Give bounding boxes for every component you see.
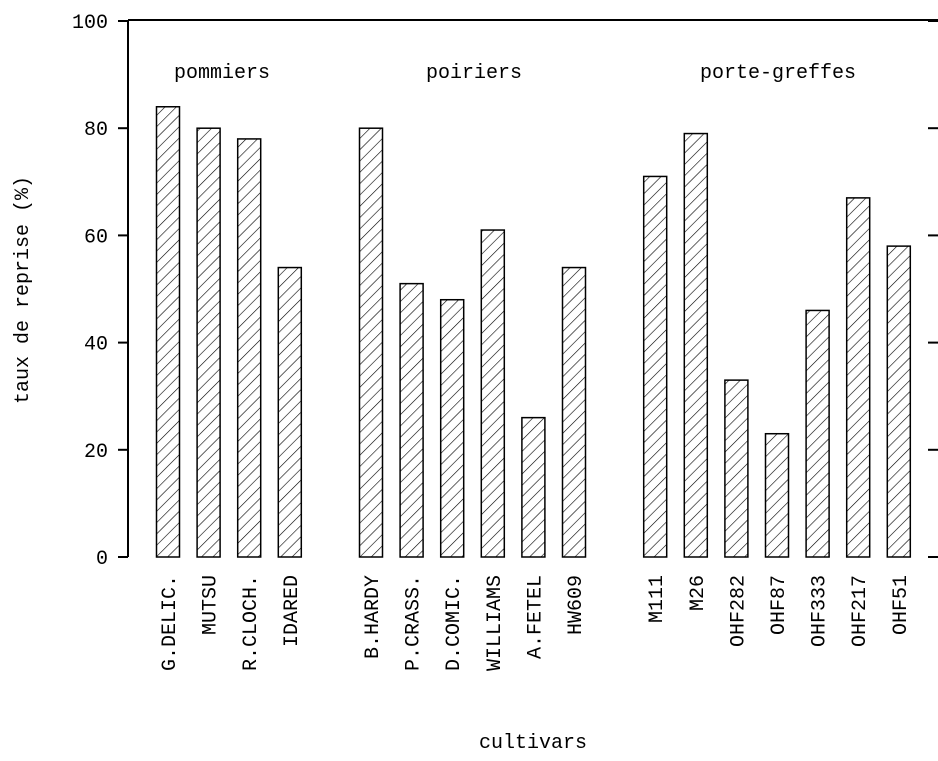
bar — [236, 138, 262, 558]
x-tick-label: OHF282 — [727, 575, 750, 647]
x-tick-label: P.CRASS. — [403, 575, 426, 671]
group-label: poiriers — [426, 62, 522, 85]
x-tick-label: B.HARDY — [362, 575, 385, 659]
bar — [439, 298, 465, 558]
bar — [561, 266, 587, 558]
bar — [399, 282, 424, 558]
x-tick-label: G.DELIC. — [159, 575, 182, 671]
x-tick-label: OHF333 — [809, 575, 832, 647]
y-tick-label: 40 — [84, 334, 108, 357]
bar — [521, 416, 546, 558]
group-label: pommiers — [174, 62, 270, 85]
bar — [683, 132, 709, 558]
bar — [196, 127, 221, 558]
x-tick-label: HW609 — [565, 575, 588, 635]
bar — [358, 127, 384, 558]
bar — [886, 245, 912, 558]
bar — [845, 197, 871, 558]
x-tick-label: OHF51 — [890, 575, 913, 635]
x-tick-label: IDARED — [281, 575, 304, 647]
x-tick-label: WILLIAMS — [484, 575, 507, 671]
x-tick-label: A.FETEL — [524, 575, 547, 659]
bar — [805, 309, 830, 558]
x-tick-label: M26 — [687, 575, 710, 611]
y-tick-label: 20 — [84, 441, 108, 464]
bar — [642, 175, 668, 558]
x-axis-label: cultivars — [479, 732, 587, 755]
bar — [764, 432, 790, 558]
x-tick-label: R.CLOCH. — [240, 575, 263, 671]
bar — [155, 106, 181, 558]
bar — [277, 266, 303, 558]
x-tick-label: D.COMIC. — [443, 575, 466, 671]
group-label: porte-greffes — [700, 62, 856, 85]
x-tick-label: OHF87 — [768, 575, 791, 635]
x-tick-label: OHF217 — [849, 575, 872, 647]
bar — [724, 379, 749, 558]
y-axis-label: taux de reprise (%) — [12, 176, 35, 404]
y-tick-label: 80 — [84, 119, 108, 142]
x-tick-label: MUTSU — [200, 575, 223, 635]
y-tick-label: 0 — [96, 548, 108, 571]
bar — [480, 229, 506, 558]
y-tick-label: 100 — [72, 12, 108, 35]
x-tick-label: M111 — [646, 575, 669, 623]
y-tick-label: 60 — [84, 226, 108, 249]
